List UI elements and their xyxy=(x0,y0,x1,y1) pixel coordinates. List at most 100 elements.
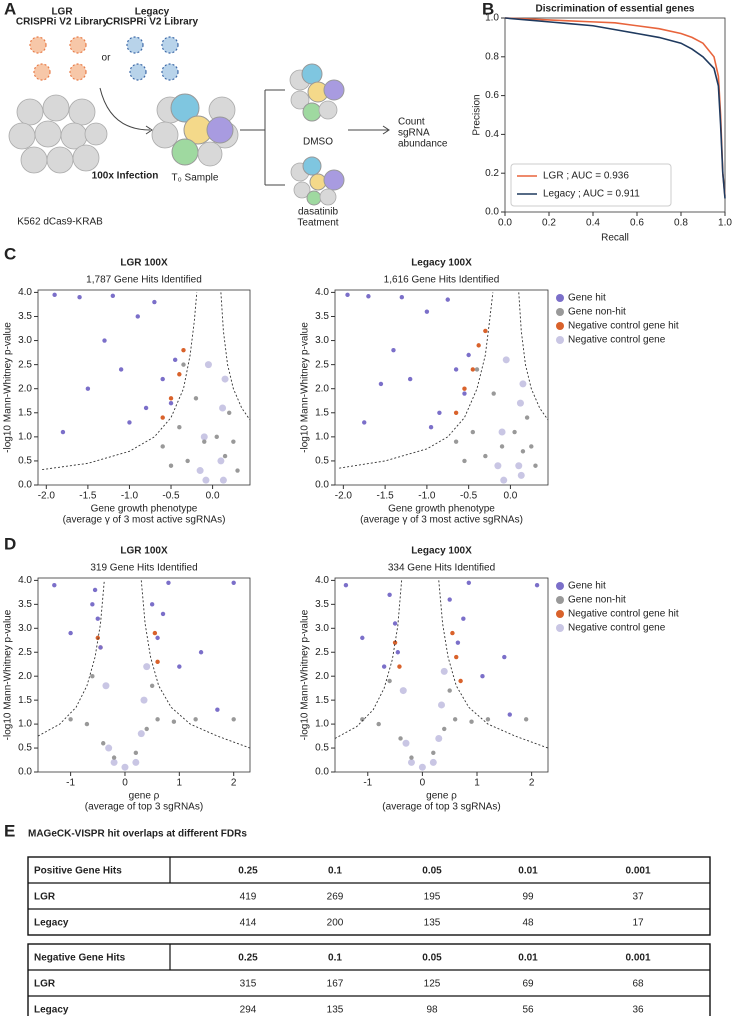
data-point xyxy=(523,717,529,722)
y-tick-label: 0.5 xyxy=(18,743,32,754)
data-point xyxy=(152,299,157,305)
data-point xyxy=(517,471,525,479)
cell-cluster xyxy=(289,63,345,122)
data-point xyxy=(453,410,459,415)
chart-title: Legacy 100X xyxy=(411,258,472,269)
chart-subtitle: 334 Gene Hits Identified xyxy=(388,563,495,574)
table-cell: 48 xyxy=(522,918,534,929)
data-point xyxy=(533,463,538,468)
data-point xyxy=(172,357,178,363)
threshold-curve xyxy=(37,580,105,737)
data-point xyxy=(68,630,73,636)
data-point xyxy=(387,592,392,597)
y-tick-label: 1.0 xyxy=(18,719,32,730)
data-point xyxy=(160,611,166,617)
y-tick-label: 4.0 xyxy=(315,575,329,586)
data-point xyxy=(135,314,140,319)
data-point xyxy=(149,602,155,607)
data-point xyxy=(200,433,208,441)
data-point xyxy=(502,356,510,364)
data-point xyxy=(461,616,466,621)
data-point xyxy=(360,635,365,641)
data-point xyxy=(110,293,116,298)
data-point xyxy=(392,621,398,626)
x-axis-label: gene ρ xyxy=(426,791,457,802)
data-point xyxy=(387,678,392,684)
chart-title: LGR 100X xyxy=(120,258,168,269)
x-tick-label: 2 xyxy=(529,778,535,789)
data-point xyxy=(445,297,450,302)
table-cell: 99 xyxy=(522,892,534,903)
data-point xyxy=(435,734,443,742)
data-point xyxy=(168,396,174,401)
chart-title: Discrimination of essential genes xyxy=(536,4,695,15)
table-header: 0.01 xyxy=(518,866,538,877)
legend-label: Gene non-hit xyxy=(568,595,626,606)
data-point xyxy=(466,352,471,358)
x-axis-label: Gene growth phenotype xyxy=(388,504,495,515)
table-cell: 98 xyxy=(426,1005,438,1016)
legend-swatch xyxy=(556,624,564,632)
y-tick-label: 3.5 xyxy=(18,599,32,610)
table-header: Positive Gene Hits xyxy=(34,866,122,877)
panel-label: D xyxy=(4,534,16,553)
x-tick-label: -0.5 xyxy=(162,491,180,502)
data-point xyxy=(140,696,148,704)
y-tick-label: 1.5 xyxy=(315,695,329,706)
table-header: 0.001 xyxy=(625,953,650,964)
data-point xyxy=(454,654,459,660)
table-cell: 37 xyxy=(632,892,644,903)
data-point xyxy=(177,372,182,377)
data-point xyxy=(519,380,527,388)
table-header: Negative Gene Hits xyxy=(34,953,126,964)
chart-subtitle: 319 Gene Hits Identified xyxy=(90,563,197,574)
table-cell: 135 xyxy=(327,1005,344,1016)
data-point xyxy=(168,400,174,406)
data-point xyxy=(231,439,236,444)
x-tick-label: 1 xyxy=(177,778,183,789)
y-tick-label: 0.2 xyxy=(485,168,499,179)
table-cell: 36 xyxy=(632,1005,644,1016)
panel-label: E xyxy=(4,821,15,840)
data-point xyxy=(144,726,149,732)
x-tick-label: -0.5 xyxy=(460,491,478,502)
y-tick-label: 0.4 xyxy=(485,129,499,140)
table-cell: 414 xyxy=(240,918,257,929)
data-point xyxy=(231,580,236,585)
arrow xyxy=(99,87,151,131)
y-tick-label: 2.5 xyxy=(315,647,329,658)
table-header: 0.25 xyxy=(238,953,258,964)
table-border xyxy=(27,856,711,936)
y-tick-label: 0.0 xyxy=(485,207,499,218)
x-tick-label: 0.8 xyxy=(674,218,688,229)
x-tick-label: 0.6 xyxy=(630,218,644,229)
data-point xyxy=(466,580,472,585)
y-tick-label: 2.5 xyxy=(18,359,32,370)
y-tick-label: 1.5 xyxy=(18,695,32,706)
data-point xyxy=(366,294,371,299)
data-point xyxy=(407,376,413,382)
y-tick-label: 1.0 xyxy=(485,13,499,24)
table-cell: 125 xyxy=(424,979,441,990)
table-cell: LGR xyxy=(34,892,56,903)
table-cell: 269 xyxy=(327,892,344,903)
data-point xyxy=(378,381,384,387)
data-point xyxy=(485,717,491,722)
y-tick-label: 1.0 xyxy=(315,431,329,442)
data-point xyxy=(149,683,155,688)
data-point xyxy=(455,640,461,645)
table-cell: 56 xyxy=(522,1005,534,1016)
x-axis-sublabel: (average of top 3 sgRNAs) xyxy=(382,802,500,813)
step-label: 100x Infection xyxy=(92,171,159,182)
step-label: Count xyxy=(398,117,425,128)
y-tick-label: 0.0 xyxy=(315,480,329,491)
step-label: sgRNA xyxy=(398,128,430,139)
data-point xyxy=(90,602,95,607)
library-label: LGR xyxy=(51,7,73,18)
data-point xyxy=(181,362,186,367)
step-label: abundance xyxy=(398,139,448,150)
y-tick-label: 0.6 xyxy=(485,90,499,101)
data-point xyxy=(391,347,396,353)
cell-label: K562 dCas9-KRAB xyxy=(17,217,103,228)
